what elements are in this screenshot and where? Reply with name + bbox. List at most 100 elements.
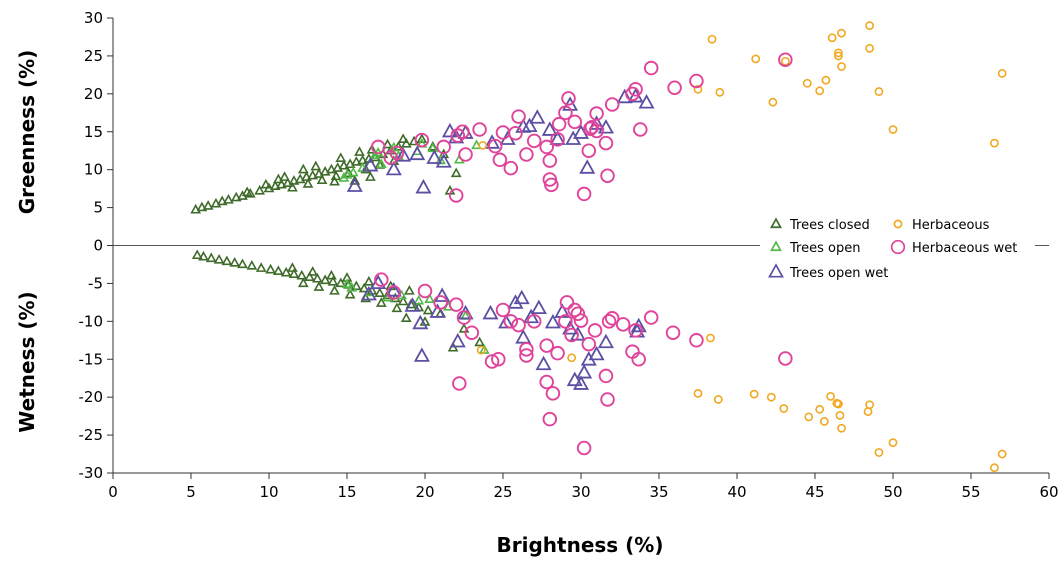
data-point xyxy=(254,184,265,195)
data-point xyxy=(487,138,503,154)
data-point xyxy=(349,175,361,185)
data-point xyxy=(492,152,508,168)
data-point xyxy=(476,345,486,355)
data-point xyxy=(288,268,300,278)
data-point xyxy=(198,250,209,261)
data-point xyxy=(294,173,306,184)
data-point xyxy=(569,326,586,341)
data-point xyxy=(246,260,258,270)
y-tick-label: -20 xyxy=(79,388,104,406)
data-point xyxy=(369,149,381,159)
data-point xyxy=(633,122,648,137)
data-point xyxy=(863,407,873,416)
data-point xyxy=(874,87,884,96)
data-point xyxy=(458,147,473,162)
data-point xyxy=(354,146,365,156)
series-trees-open-wet xyxy=(346,87,655,390)
y-tick-label: 15 xyxy=(84,123,103,141)
data-point xyxy=(539,338,554,353)
data-point xyxy=(341,278,353,288)
data-point xyxy=(213,253,225,264)
y-tick-label: 0 xyxy=(93,237,103,255)
data-point xyxy=(435,153,452,168)
data-point xyxy=(424,293,436,304)
data-point xyxy=(385,282,402,297)
data-point xyxy=(550,345,565,361)
data-point xyxy=(583,121,598,136)
y-axis-title-wetness: Wetness (%) xyxy=(15,291,39,432)
legend-label: Trees closed xyxy=(789,218,870,233)
data-point xyxy=(279,171,290,181)
data-point xyxy=(521,117,538,133)
data-point xyxy=(382,138,393,149)
x-tick-label: 60 xyxy=(1039,483,1058,501)
data-point xyxy=(827,33,837,43)
data-point xyxy=(815,404,825,414)
data-point xyxy=(530,299,547,315)
legend-item: Herbaceous xyxy=(893,218,990,233)
data-point xyxy=(689,333,704,348)
data-point xyxy=(834,51,843,61)
data-point xyxy=(601,314,617,329)
legend-marker xyxy=(890,239,906,255)
data-point xyxy=(304,271,315,282)
data-point xyxy=(375,297,387,307)
data-point xyxy=(301,171,312,181)
data-point xyxy=(780,56,790,66)
data-point xyxy=(450,128,466,143)
axis-ticks: 0 5 10 15 20 25 30 35 40 45 50 55 60-30-25-20-15-10-… xyxy=(79,9,1059,501)
data-point xyxy=(365,171,376,181)
data-point xyxy=(768,97,778,107)
data-point xyxy=(576,186,592,202)
data-point xyxy=(297,163,309,174)
data-point xyxy=(523,308,540,324)
data-point xyxy=(391,302,403,313)
data-point xyxy=(276,178,287,189)
y-tick-label: 30 xyxy=(84,9,103,27)
data-point xyxy=(707,34,717,44)
data-point xyxy=(316,174,328,184)
data-point xyxy=(422,304,434,315)
data-point xyxy=(338,172,350,182)
data-point xyxy=(383,150,398,165)
data-point xyxy=(815,86,825,96)
data-point xyxy=(503,160,519,176)
data-point xyxy=(455,124,470,139)
data-point xyxy=(273,265,284,275)
data-point xyxy=(495,302,511,318)
data-point xyxy=(413,294,425,305)
data-point xyxy=(319,165,331,176)
data-point xyxy=(503,314,519,329)
data-point xyxy=(689,73,704,89)
data-point xyxy=(558,314,573,329)
data-point xyxy=(360,163,372,174)
data-point xyxy=(241,186,253,197)
data-point xyxy=(589,123,604,139)
data-point xyxy=(313,168,325,178)
data-point xyxy=(280,266,292,277)
data-point xyxy=(643,60,659,76)
data-point xyxy=(584,119,600,135)
data-point xyxy=(874,448,884,457)
data-point xyxy=(369,151,381,162)
data-point xyxy=(778,351,793,366)
y-tick-label: -30 xyxy=(79,464,104,482)
data-point xyxy=(417,283,433,299)
data-point xyxy=(307,169,319,180)
x-tick-label: 0 xyxy=(108,483,118,501)
data-point xyxy=(513,289,530,305)
data-point xyxy=(433,295,448,310)
legend-label: Trees open xyxy=(789,241,860,256)
data-point xyxy=(335,152,347,162)
data-point xyxy=(464,325,480,340)
data-point xyxy=(865,43,874,53)
legend-marker xyxy=(770,217,782,229)
data-point xyxy=(706,333,715,343)
data-point xyxy=(360,285,377,301)
data-point xyxy=(230,191,242,202)
data-point xyxy=(604,311,620,326)
data-point xyxy=(990,463,999,473)
data-point xyxy=(519,147,534,162)
data-point xyxy=(429,303,446,318)
data-point xyxy=(558,105,573,121)
